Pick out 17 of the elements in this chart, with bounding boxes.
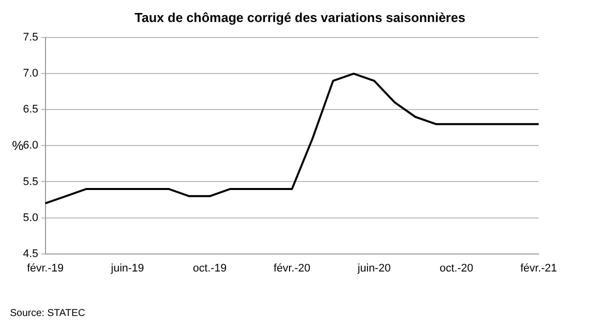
y-tick-label: 7.5 xyxy=(22,32,38,44)
y-tick-label: 5.0 xyxy=(22,212,38,224)
y-tick-label: 7.0 xyxy=(22,68,38,80)
x-tick-label: févr.-19 xyxy=(26,262,64,274)
y-axis-title: % xyxy=(12,138,24,153)
x-tick-label: oct.-19 xyxy=(192,262,227,274)
y-tick-label: 6.5 xyxy=(22,104,38,116)
x-tick-label: oct.-20 xyxy=(440,262,474,274)
x-tick-label: juin-19 xyxy=(110,262,144,274)
y-tick-label: 4.5 xyxy=(22,248,38,260)
y-tick-label: 5.5 xyxy=(22,176,38,188)
x-tick-label: févr.-20 xyxy=(274,262,310,274)
x-tick-label: févr.-21 xyxy=(520,262,557,274)
source-note: Source: STATEC xyxy=(10,308,86,319)
chart-title: Taux de chômage corrigé des variations saisonnières xyxy=(134,10,466,25)
y-tick-label: 6.0 xyxy=(22,140,38,152)
x-tick-label: juin-20 xyxy=(356,262,391,274)
